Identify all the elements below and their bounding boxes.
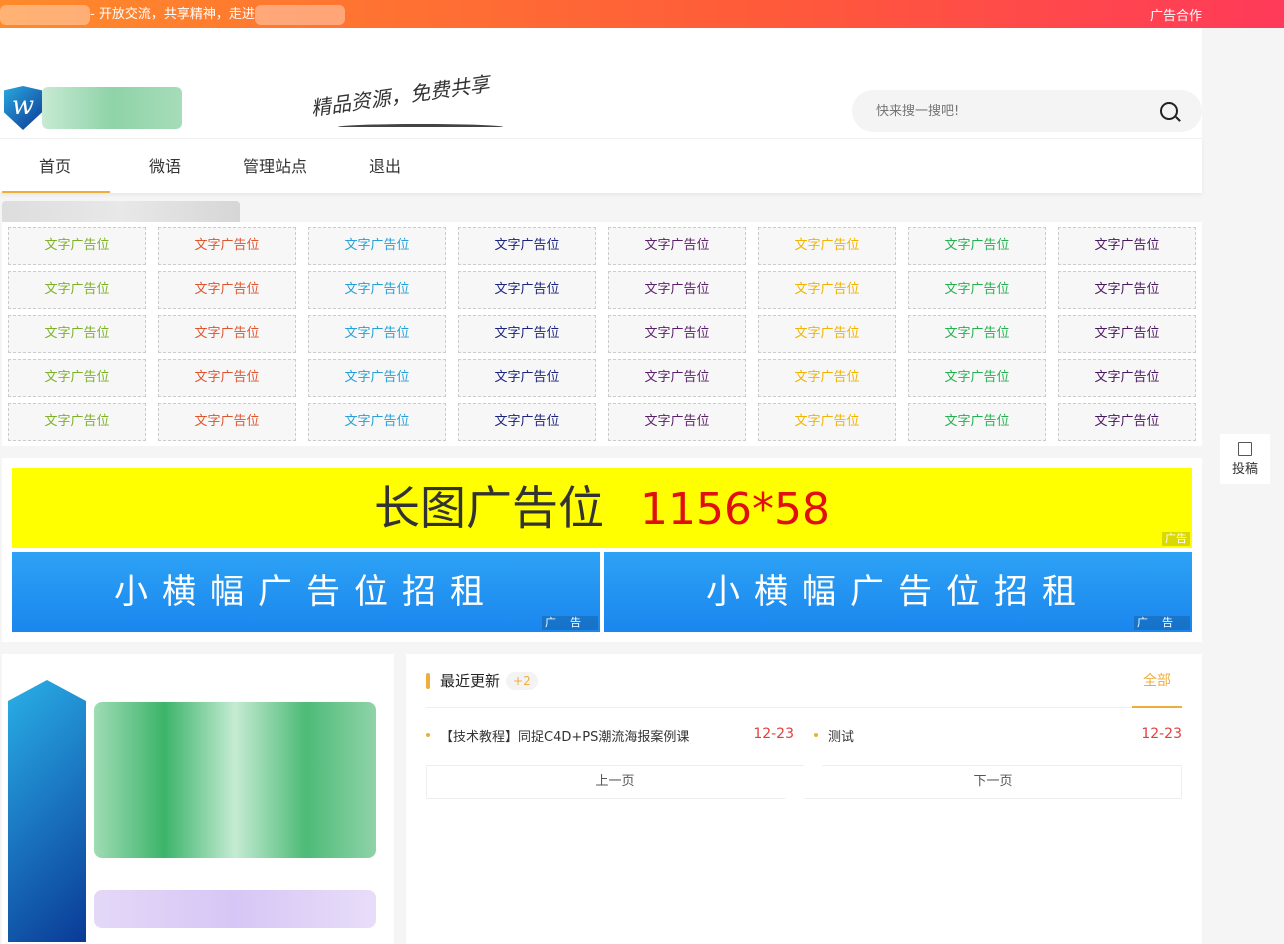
text-ad-slot[interactable]: 文字广告位 bbox=[158, 271, 296, 309]
ad-cooperation-link[interactable]: 广告合作 bbox=[1149, 8, 1202, 24]
text-ad-slot[interactable]: 文字广告位 bbox=[608, 315, 746, 353]
banner-ads: 长图广告位 1156*58 广告 小横幅广告位招租 广告 小横幅广告位招租 广告 bbox=[2, 458, 1202, 642]
ad-tag: 广告 bbox=[542, 616, 598, 630]
text-ad-slot[interactable]: 文字广告位 bbox=[158, 403, 296, 441]
text-ad-slot[interactable]: 文字广告位 bbox=[8, 359, 146, 397]
text-ad-slot[interactable]: 文字广告位 bbox=[158, 359, 296, 397]
blurred-image bbox=[94, 702, 376, 858]
text-ad-slot[interactable]: 文字广告位 bbox=[458, 359, 596, 397]
text-ad-slot[interactable]: 文字广告位 bbox=[758, 359, 896, 397]
slogan: 精品资源，免费共享 bbox=[309, 71, 492, 121]
section-title: 最近更新 bbox=[440, 672, 501, 690]
text-ad-slot[interactable]: 文字广告位 bbox=[308, 271, 446, 309]
ad-tag: 广告 bbox=[1162, 532, 1190, 546]
text-ad-slot[interactable]: 文字广告位 bbox=[8, 271, 146, 309]
text-ad-slot[interactable]: 文字广告位 bbox=[908, 315, 1046, 353]
item-date: 12-23 bbox=[1141, 726, 1182, 742]
text-ad-slot[interactable]: 文字广告位 bbox=[458, 403, 596, 441]
text-ad-slot[interactable]: 文字广告位 bbox=[608, 227, 746, 265]
submit-post-button[interactable]: 投稿 bbox=[1220, 434, 1270, 484]
view-all-link[interactable]: 全部 bbox=[1132, 654, 1182, 708]
logo-shield-icon: w bbox=[4, 86, 42, 130]
text-ad-slot[interactable]: 文字广告位 bbox=[758, 315, 896, 353]
text-ad-slot[interactable]: 文字广告位 bbox=[608, 403, 746, 441]
text-ad-slot[interactable]: 文字广告位 bbox=[758, 403, 896, 441]
text-ad-slot[interactable]: 文字广告位 bbox=[758, 227, 896, 265]
text-ad-slot[interactable]: 文字广告位 bbox=[908, 271, 1046, 309]
text-ad-slot[interactable]: 文字广告位 bbox=[458, 315, 596, 353]
count-badge: +2 bbox=[506, 671, 538, 690]
search-box bbox=[852, 90, 1202, 132]
nav-logout[interactable]: 退出 bbox=[368, 157, 401, 176]
slogan-underline bbox=[338, 124, 503, 130]
text-ad-slot[interactable]: 文字广告位 bbox=[1058, 359, 1196, 397]
text-ad-slot[interactable]: 文字广告位 bbox=[308, 403, 446, 441]
text-ad-slot[interactable]: 文字广告位 bbox=[308, 227, 446, 265]
site-logo[interactable]: w bbox=[4, 86, 182, 130]
nav-weiyu[interactable]: 微语 bbox=[148, 157, 181, 176]
item-title[interactable]: 测试 bbox=[828, 730, 855, 745]
text-ad-slot[interactable]: 文字广告位 bbox=[1058, 227, 1196, 265]
blurred-logo-text bbox=[42, 87, 182, 129]
next-page-button[interactable]: 下一页 bbox=[804, 765, 1182, 799]
prev-page-button[interactable]: 上一页 bbox=[426, 765, 804, 799]
blurred-text bbox=[94, 890, 376, 928]
text-ad-grid: 文字广告位 文字广告位 文字广告位 文字广告位 文字广告位 文字广告位 文字广告位 文字广告位… bbox=[2, 222, 1202, 446]
ad-tag: 广告 bbox=[1134, 616, 1190, 630]
text-ad-slot[interactable]: 文字广告位 bbox=[308, 315, 446, 353]
text-ad-slot[interactable]: 文字广告位 bbox=[1058, 315, 1196, 353]
text-ad-slot[interactable]: 文字广告位 bbox=[908, 227, 1046, 265]
text-ad-slot[interactable]: 文字广告位 bbox=[908, 403, 1046, 441]
item-date: 12-23 bbox=[753, 726, 794, 742]
text-ad-slot[interactable]: 文字广告位 bbox=[308, 359, 446, 397]
blurred-breadcrumb bbox=[2, 201, 240, 225]
text-ad-slot[interactable]: 文字广告位 bbox=[458, 227, 596, 265]
top-bar: - 开放交流，共享精神，走进 广告合作 bbox=[0, 0, 1284, 28]
submit-label: 投稿 bbox=[1231, 462, 1258, 477]
recent-updates: 最近更新 +2 全部 【技术教程】同捉C4D+PS潮流海报案例课 12-23 测试… bbox=[406, 654, 1202, 944]
long-banner-text: 长图广告位 bbox=[374, 481, 605, 535]
search-input[interactable] bbox=[876, 103, 1136, 119]
text-ad-slot[interactable]: 文字广告位 bbox=[8, 403, 146, 441]
text-ad-slot[interactable]: 文字广告位 bbox=[158, 315, 296, 353]
main-nav: 首页 微语 管理站点 退出 bbox=[0, 138, 1202, 193]
text-ad-slot[interactable]: 文字广告位 bbox=[908, 359, 1046, 397]
logo-shield-icon bbox=[8, 680, 86, 942]
text-ad-slot[interactable]: 文字广告位 bbox=[458, 271, 596, 309]
search-icon[interactable] bbox=[1160, 102, 1178, 120]
tagline: - 开放交流，共享精神，走进 bbox=[90, 7, 255, 23]
list-item[interactable]: 【技术教程】同捉C4D+PS潮流海报案例课 12-23 bbox=[426, 726, 794, 745]
text-ad-slot[interactable]: 文字广告位 bbox=[8, 315, 146, 353]
text-ad-slot[interactable]: 文字广告位 bbox=[1058, 271, 1196, 309]
long-banner-ad[interactable]: 长图广告位 1156*58 广告 bbox=[12, 468, 1192, 548]
text-ad-slot[interactable]: 文字广告位 bbox=[608, 271, 746, 309]
text-ad-slot[interactable]: 文字广告位 bbox=[158, 227, 296, 265]
blurred-site-name bbox=[0, 4, 90, 25]
text-ad-slot[interactable]: 文字广告位 bbox=[608, 359, 746, 397]
title-accent bbox=[426, 672, 430, 689]
small-banner-text: 小横幅广告位招租 bbox=[114, 572, 498, 612]
small-banner-text: 小横幅广告位招租 bbox=[706, 572, 1090, 612]
list-item[interactable]: 测试 12-23 bbox=[814, 726, 1182, 745]
nav-home[interactable]: 首页 bbox=[0, 139, 110, 193]
text-ad-slot[interactable]: 文字广告位 bbox=[758, 271, 896, 309]
small-banner-ad[interactable]: 小横幅广告位招租广告 bbox=[604, 552, 1192, 632]
header: w 精品资源，免费共享 bbox=[0, 28, 1202, 138]
blurred-site-name bbox=[254, 4, 345, 25]
text-ad-slot[interactable]: 文字广告位 bbox=[1058, 403, 1196, 441]
nav-admin[interactable]: 管理站点 bbox=[242, 157, 307, 176]
edit-icon bbox=[1238, 442, 1252, 456]
profile-card bbox=[2, 654, 394, 944]
text-ad-slot[interactable]: 文字广告位 bbox=[8, 227, 146, 265]
long-banner-size: 1156*58 bbox=[640, 484, 830, 535]
small-banner-ad[interactable]: 小横幅广告位招租广告 bbox=[12, 552, 600, 632]
item-title[interactable]: 【技术教程】同捉C4D+PS潮流海报案例课 bbox=[440, 730, 690, 745]
